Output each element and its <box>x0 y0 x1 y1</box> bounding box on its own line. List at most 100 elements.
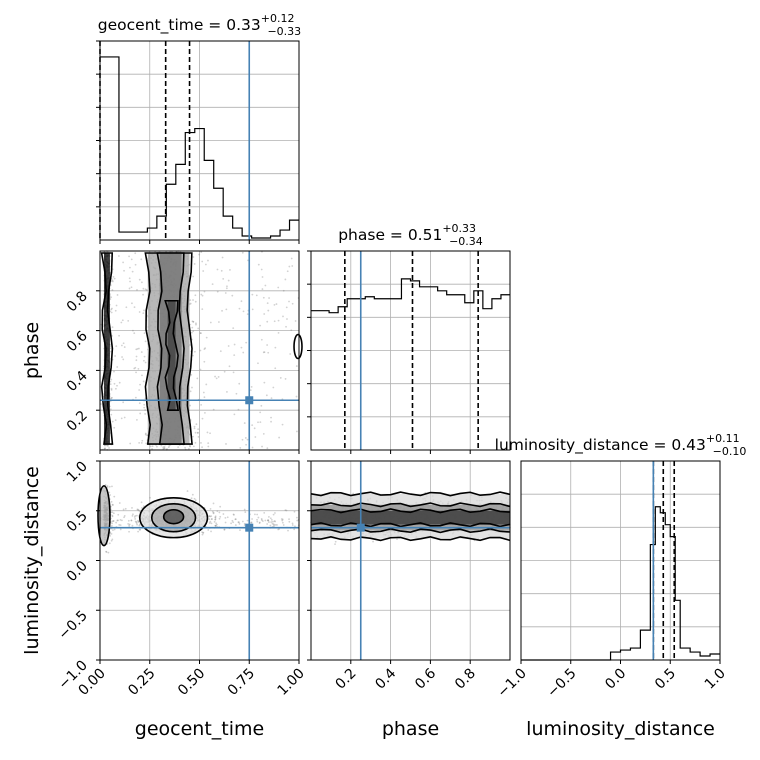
sample-point <box>263 351 266 353</box>
sample-point <box>140 501 143 504</box>
sample-point <box>244 437 247 439</box>
sample-point <box>140 442 143 444</box>
sample-point <box>189 302 192 305</box>
sample-point <box>238 382 241 385</box>
sample-point <box>137 367 140 370</box>
sample-point <box>199 349 202 352</box>
sample-point <box>261 288 264 290</box>
sample-point <box>255 294 258 297</box>
sample-point <box>135 348 138 351</box>
sample-point <box>210 518 213 520</box>
sample-point <box>214 516 217 519</box>
sample-point <box>291 302 294 305</box>
sample-point <box>214 375 216 378</box>
sample-point <box>203 396 206 399</box>
sample-point <box>130 258 133 261</box>
sample-point <box>135 371 137 374</box>
sample-point <box>251 424 254 427</box>
sample-point <box>257 516 260 519</box>
sample-point <box>243 522 246 525</box>
tick-label: 0.0 <box>64 558 91 585</box>
contour-line <box>293 333 303 360</box>
sample-point <box>138 311 141 313</box>
sample-point <box>218 511 221 514</box>
sample-point <box>234 518 237 521</box>
sample-point <box>242 310 245 313</box>
sample-point <box>131 270 134 273</box>
sample-point <box>139 383 141 386</box>
sample-point <box>114 387 117 390</box>
sample-point <box>223 370 226 373</box>
sample-point <box>217 376 220 378</box>
sample-point <box>134 520 137 523</box>
sample-point <box>201 417 204 420</box>
sample-point <box>112 512 115 515</box>
sample-point <box>214 518 217 521</box>
sample-point <box>241 251 244 254</box>
tick-label: 1.0 <box>64 459 91 486</box>
sample-point <box>104 444 106 447</box>
sample-point <box>191 354 194 357</box>
sample-point <box>189 445 192 448</box>
sample-point <box>162 448 165 450</box>
sample-point <box>238 521 240 524</box>
x-axis-label: phase <box>382 718 439 740</box>
sample-point <box>202 391 205 394</box>
sample-point <box>260 338 263 341</box>
sample-point <box>111 420 114 423</box>
sample-point <box>272 523 275 526</box>
sample-point <box>224 292 227 294</box>
sample-point <box>123 514 126 517</box>
sample-point <box>266 519 269 522</box>
sample-point <box>124 507 127 510</box>
sample-point <box>256 520 259 523</box>
sample-point <box>132 513 134 516</box>
sample-point <box>208 515 210 518</box>
sample-point <box>128 277 131 280</box>
sample-point <box>138 523 141 526</box>
sample-point <box>138 528 141 531</box>
sample-point <box>130 519 133 522</box>
sample-point <box>260 404 263 407</box>
sample-point <box>269 517 272 520</box>
sample-point <box>111 515 114 518</box>
sample-point <box>211 518 213 520</box>
sample-point <box>144 288 147 291</box>
sample-point <box>117 519 119 522</box>
sample-point <box>233 514 235 516</box>
sample-point <box>270 420 272 423</box>
sample-point <box>281 518 284 521</box>
sample-point <box>136 348 139 350</box>
sample-point <box>229 269 231 271</box>
sample-point <box>141 439 144 442</box>
sample-point <box>115 304 118 307</box>
sample-point <box>204 263 207 266</box>
sample-point <box>197 327 200 330</box>
sample-point <box>237 408 240 411</box>
sample-point <box>110 525 113 527</box>
sample-point <box>113 277 116 280</box>
sample-point <box>288 300 290 303</box>
sample-point <box>334 540 337 543</box>
sample-point <box>144 409 147 411</box>
sample-point <box>129 280 131 283</box>
sample-point <box>121 519 123 522</box>
sample-point <box>142 359 145 362</box>
truth-marker <box>245 396 254 405</box>
sample-point <box>241 438 244 441</box>
sample-point <box>278 436 281 439</box>
sample-point <box>139 528 142 531</box>
tick-label: 0.8 <box>64 288 91 315</box>
sample-point <box>201 531 204 534</box>
sample-point <box>209 515 212 518</box>
sample-point <box>109 494 112 496</box>
sample-point <box>110 296 113 299</box>
sample-point <box>198 253 201 256</box>
sample-point <box>281 519 284 522</box>
sample-point <box>268 297 270 299</box>
sample-point <box>118 381 121 384</box>
sample-point <box>110 397 113 399</box>
tick-label: 1.0 <box>702 666 729 693</box>
sample-point <box>184 446 187 449</box>
sample-point <box>287 529 289 532</box>
